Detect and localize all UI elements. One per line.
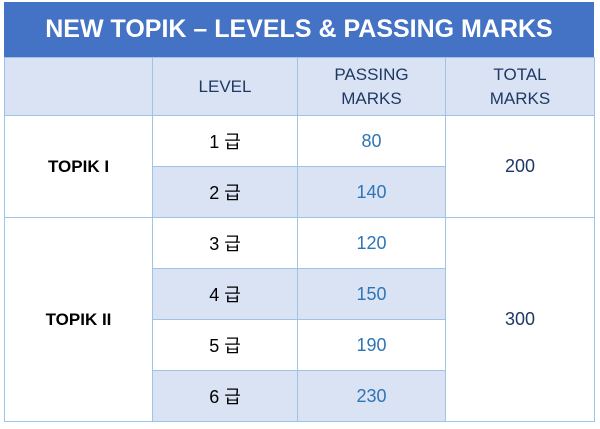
marks-cell: 120 <box>297 217 446 269</box>
level-cell: 3 급 <box>152 217 298 269</box>
marks-cell: 150 <box>297 268 446 320</box>
marks-cell: 140 <box>297 166 446 218</box>
level-cell: 1 급 <box>152 115 298 167</box>
header-corner <box>4 57 153 116</box>
total-cell: 300 <box>445 217 595 422</box>
marks-cell: 190 <box>297 319 446 371</box>
header-cell: PASSING MARKS <box>297 57 446 116</box>
level-row: TOPIK II 3 급 120 300 <box>4 217 595 422</box>
level-row: 6 급 230 <box>5 370 595 422</box>
header-cell: LEVEL <box>152 57 298 116</box>
marks-cell: 230 <box>297 370 446 422</box>
group-name: TOPIK I <box>4 115 153 218</box>
topik-table-card: NEW TOPIK – LEVELS & PASSING MARKS LEVEL… <box>4 2 595 422</box>
header-text: TOTAL MARKS <box>489 64 551 108</box>
group-name: TOPIK II <box>4 217 153 422</box>
header-cell: TOTAL MARKS <box>445 57 595 116</box>
level-cell: 2 급 <box>152 166 298 218</box>
level-row: 5 급 190 <box>5 319 595 371</box>
level-row: 2 급 140 <box>5 166 595 218</box>
header-text: LEVEL <box>198 76 252 96</box>
marks-cell: 80 <box>297 115 446 167</box>
level-cell: 6 급 <box>152 370 298 422</box>
total-cell: 200 <box>445 115 595 218</box>
header-text: PASSING MARKS <box>334 64 409 108</box>
level-row: 4 급 150 <box>5 268 595 320</box>
title: NEW TOPIK – LEVELS & PASSING MARKS <box>4 2 594 57</box>
header-row: LEVEL PASSING MARKS TOTAL MARKS <box>4 57 595 116</box>
level-cell: 4 급 <box>152 268 298 320</box>
level-cell: 5 급 <box>152 319 298 371</box>
